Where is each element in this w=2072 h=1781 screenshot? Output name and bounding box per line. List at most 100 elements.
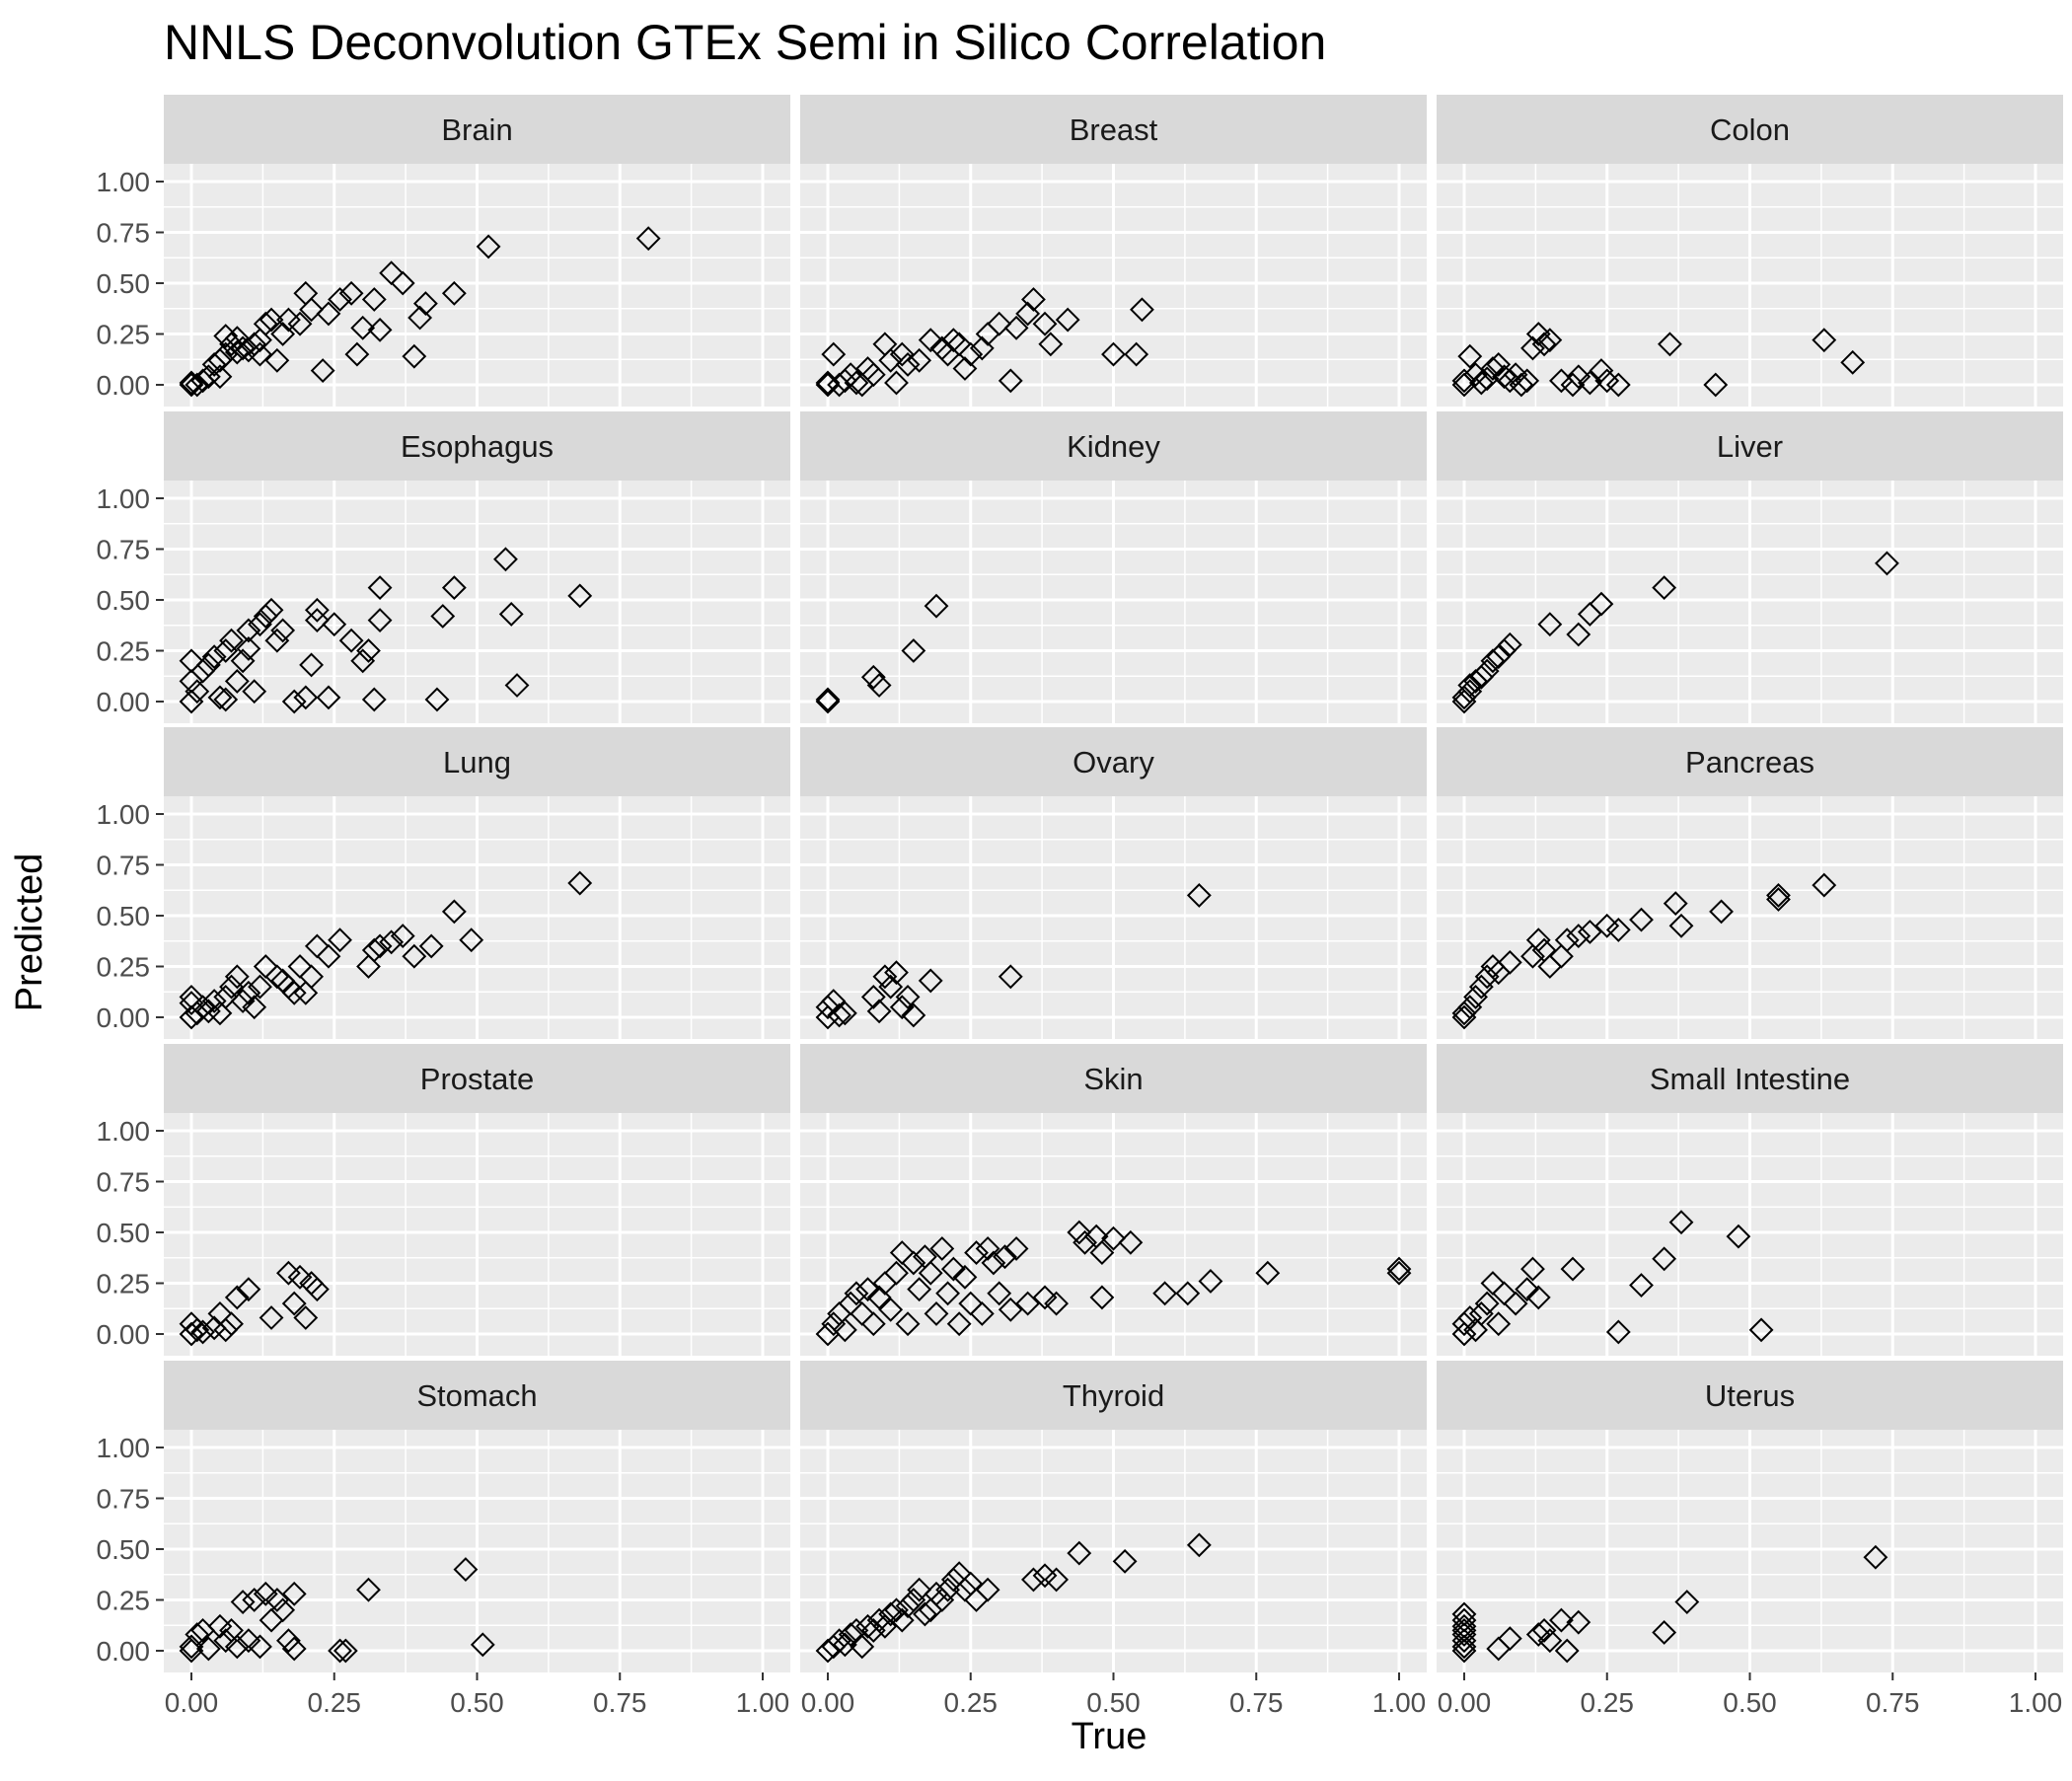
data-point <box>213 984 239 1009</box>
data-point <box>821 1311 847 1337</box>
facet-strip <box>1437 411 2063 481</box>
data-point <box>1875 551 1899 576</box>
data-point <box>1451 1638 1477 1664</box>
data-point <box>390 270 415 296</box>
data-point <box>1668 913 1694 938</box>
data-point <box>884 370 909 396</box>
data-point <box>1486 644 1512 670</box>
data-point <box>1451 1321 1477 1347</box>
data-point <box>367 933 393 959</box>
x-tick-label: 1.00 <box>736 1687 790 1718</box>
y-tick-label: 0.50 <box>97 1534 151 1565</box>
data-point <box>236 980 261 1005</box>
data-point <box>179 370 204 396</box>
data-point <box>281 689 307 714</box>
data-point <box>1073 1229 1097 1255</box>
data-point <box>1554 1638 1580 1664</box>
data-point <box>866 673 892 698</box>
chart-title: NNLS Deconvolution GTEx Semi in Silico C… <box>164 15 1326 70</box>
data-point <box>248 1634 272 1660</box>
data-point <box>1589 358 1614 383</box>
data-point <box>230 989 256 1013</box>
data-point <box>190 658 215 684</box>
data-point <box>230 1590 256 1614</box>
data-point <box>924 1300 949 1326</box>
data-point <box>1457 995 1483 1020</box>
data-point <box>1457 673 1483 698</box>
data-point <box>236 636 261 661</box>
data-point <box>901 1002 926 1028</box>
data-point <box>1451 689 1477 714</box>
data-point <box>1015 1291 1041 1316</box>
data-point <box>998 1297 1023 1322</box>
data-point <box>1089 1240 1115 1266</box>
data-point <box>195 652 221 678</box>
data-point <box>860 664 886 690</box>
data-point <box>821 989 847 1013</box>
facet-strip-label: Esophagus <box>401 429 554 464</box>
facet-panel-small-intestine: Small Intestine <box>1437 1044 2063 1356</box>
data-point <box>1451 1601 1477 1627</box>
data-point <box>1520 943 1545 969</box>
data-point <box>1652 1620 1677 1645</box>
data-point <box>299 964 325 990</box>
data-point <box>338 280 364 306</box>
data-point <box>1554 928 1580 953</box>
facet-panel-breast: Breast <box>800 95 1427 407</box>
data-point <box>895 984 921 1009</box>
data-point <box>185 1001 210 1026</box>
data-point <box>901 1588 926 1612</box>
data-point <box>1577 920 1602 944</box>
y-tick-label: 0.00 <box>97 1636 151 1667</box>
data-point <box>1766 887 1791 912</box>
facet-strip-label: Lung <box>443 745 511 779</box>
data-point <box>1863 1544 1888 1570</box>
data-point <box>367 317 393 342</box>
facet-panel-ovary: Ovary <box>800 727 1427 1039</box>
data-point <box>201 989 227 1013</box>
facet-strip-label: Thyroid <box>1063 1378 1164 1413</box>
data-point <box>1386 1260 1412 1286</box>
data-point <box>987 311 1012 336</box>
facet-strip-label: Liver <box>1717 429 1783 464</box>
data-point <box>224 668 250 694</box>
data-point <box>185 1622 210 1647</box>
data-point <box>441 899 467 925</box>
data-point <box>855 1277 880 1302</box>
data-point <box>1566 622 1591 647</box>
data-point <box>207 364 233 390</box>
data-point <box>929 1588 955 1612</box>
y-tick-label: 0.00 <box>97 1319 151 1350</box>
data-point <box>190 995 215 1020</box>
data-point <box>1032 1285 1058 1310</box>
facet-panel-pancreas: Pancreas <box>1437 727 2063 1039</box>
data-point <box>1605 1319 1631 1345</box>
data-point <box>1840 349 1866 375</box>
x-tick-label: 0.25 <box>1581 1687 1635 1718</box>
y-tick-label: 0.75 <box>97 218 151 249</box>
data-point <box>1152 1281 1178 1306</box>
data-point <box>338 628 364 653</box>
data-point <box>230 335 256 361</box>
data-point <box>344 341 370 367</box>
data-point <box>236 618 261 643</box>
data-point <box>207 347 233 373</box>
data-point <box>281 980 307 1005</box>
data-point <box>316 301 341 327</box>
data-point <box>350 315 376 340</box>
data-point <box>316 685 341 710</box>
x-tick-label: 0.75 <box>593 1687 647 1718</box>
data-point <box>430 604 456 629</box>
data-point <box>356 1577 381 1602</box>
facet-strip <box>164 727 790 796</box>
y-tick-label: 0.75 <box>97 535 151 565</box>
data-point <box>1198 1269 1223 1294</box>
data-point <box>281 1636 307 1662</box>
data-point <box>1044 1291 1070 1316</box>
data-point <box>1255 1260 1281 1286</box>
data-point <box>1537 612 1563 637</box>
facet-strip <box>1437 95 2063 164</box>
data-point <box>402 343 427 369</box>
data-point <box>356 954 381 979</box>
data-point <box>913 1601 937 1627</box>
